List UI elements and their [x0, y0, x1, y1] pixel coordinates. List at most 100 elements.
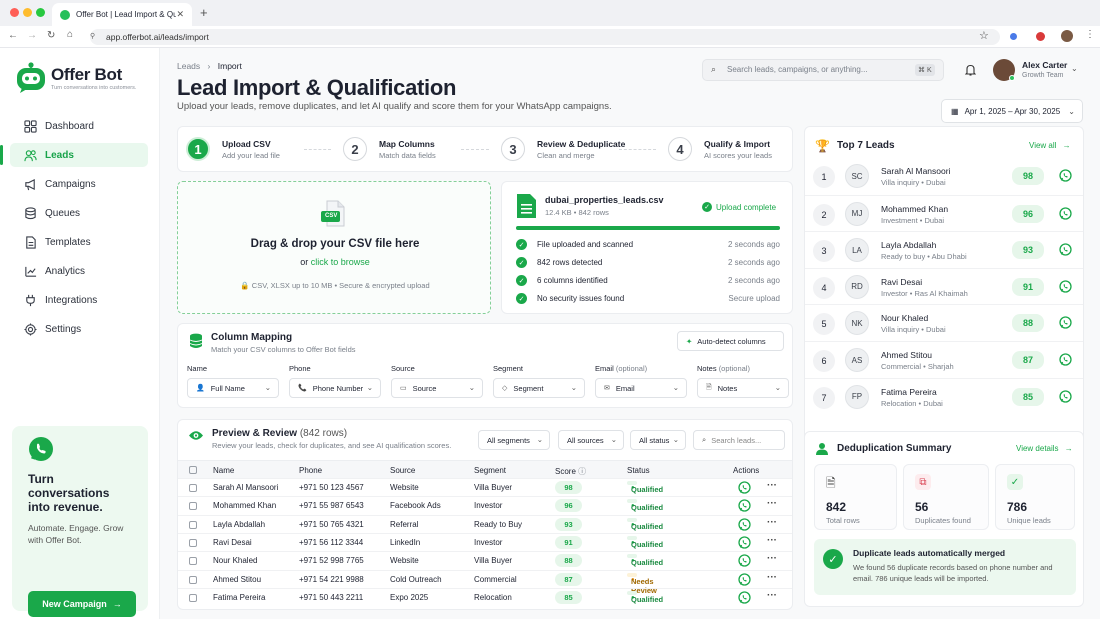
more-actions-icon[interactable]: ··· — [767, 534, 777, 546]
url-input[interactable]: app.offerbot.ai/leads/import — [90, 29, 1000, 45]
whatsapp-icon[interactable] — [738, 554, 751, 567]
row-checkbox[interactable] — [189, 484, 197, 492]
sidebar-item-campaigns[interactable]: Campaigns — [10, 172, 148, 196]
user-avatar[interactable] — [993, 59, 1015, 81]
step-3[interactable]: 3 Review & Deduplicate Clean and merge — [501, 137, 625, 161]
maximize-window-button[interactable] — [36, 8, 45, 17]
date-range-picker[interactable]: ▦ Apr 1, 2025 – Apr 30, 2025 ⌄ — [941, 99, 1083, 123]
step-1[interactable]: 1 Upload CSV Add your lead file — [186, 137, 280, 161]
table-row[interactable]: Ravi Desai +971 56 112 3344 LinkedIn Invest… — [178, 532, 792, 551]
top-lead-item[interactable]: 5 NK Nour Khaled Villa inquiry • Dubai 88 — [805, 304, 1083, 341]
preview-search-input[interactable]: ⌕ Search leads... — [693, 430, 785, 450]
extension-icon-2[interactable] — [1036, 32, 1045, 41]
sidebar-item-templates[interactable]: Templates — [10, 230, 148, 254]
step-2[interactable]: 2 Map Columns Match data fields — [343, 137, 436, 161]
table-row[interactable]: Nour Khaled +971 52 998 7765 Website Villa … — [178, 551, 792, 569]
row-checkbox[interactable] — [189, 593, 197, 602]
mapping-select-notes[interactable]: 🗎 Notes ⌄ — [697, 378, 789, 398]
column-header-score[interactable]: Score ⓘ — [555, 467, 587, 476]
top-lead-item[interactable]: 4 RD Ravi Desai Investor • Ras Al Khaimah 91 — [805, 267, 1083, 305]
whatsapp-icon[interactable] — [738, 536, 751, 549]
select-all-checkbox[interactable] — [189, 466, 197, 474]
more-actions-icon[interactable]: ··· — [767, 553, 777, 565]
view-details-link[interactable]: View details → — [1016, 444, 1073, 453]
forward-icon[interactable]: → — [27, 30, 37, 41]
global-search[interactable]: ⌕ Search leads, campaigns, or anything..… — [702, 59, 944, 81]
whatsapp-icon[interactable] — [1059, 169, 1072, 182]
bookmark-star-icon[interactable]: ☆ — [979, 30, 989, 42]
filter-select[interactable]: All status ⌄ — [630, 430, 686, 450]
browser-menu-icon[interactable]: ⋮ — [1085, 29, 1095, 40]
new-tab-button[interactable]: + — [200, 5, 208, 20]
minimize-window-button[interactable] — [23, 8, 32, 17]
sidebar-item-queues[interactable]: Queues — [10, 201, 148, 225]
step-4[interactable]: 4 Qualify & Import AI scores your leads — [668, 137, 772, 161]
whatsapp-icon[interactable] — [738, 572, 751, 586]
sidebar-item-leads[interactable]: Leads — [0, 143, 148, 167]
more-actions-icon[interactable]: ··· — [767, 498, 777, 510]
site-info-icon[interactable]: ⚲ — [90, 33, 96, 40]
more-actions-icon[interactable]: ··· — [767, 571, 777, 583]
whatsapp-icon[interactable] — [738, 517, 751, 531]
filter-select[interactable]: All sources ⌄ — [558, 430, 624, 450]
column-header-phone[interactable]: Phone — [299, 466, 323, 475]
browser-tab[interactable]: Offer Bot | Lead Import & Qualifi ✕ — [52, 3, 192, 26]
row-checkbox[interactable] — [189, 575, 197, 584]
table-row[interactable]: Mohammed Khan +971 55 987 6543 Facebook Ad… — [178, 496, 792, 514]
whatsapp-icon[interactable] — [1059, 206, 1072, 220]
row-checkbox[interactable] — [189, 557, 197, 566]
top-lead-item[interactable]: 3 LA Layla Abdallah Ready to buy • Abu Dhab… — [805, 231, 1083, 268]
browse-link[interactable]: click to browse — [310, 257, 370, 267]
table-row[interactable]: Sarah Al Mansoori +971 50 123 4567 Website… — [178, 478, 792, 496]
row-checkbox[interactable] — [189, 502, 197, 511]
column-header-segment[interactable]: Segment — [474, 466, 507, 475]
column-header-source[interactable]: Source — [390, 466, 416, 475]
filter-select[interactable]: All segments ⌄ — [478, 430, 550, 450]
more-actions-icon[interactable]: ··· — [767, 589, 777, 601]
top-lead-item[interactable]: 7 FP Fatima Pereira Relocation • Dubai 85 — [805, 377, 1083, 415]
whatsapp-icon[interactable] — [1059, 280, 1072, 293]
column-header-name[interactable]: Name — [213, 466, 235, 475]
whatsapp-icon[interactable] — [738, 591, 751, 604]
bell-icon[interactable] — [965, 64, 976, 76]
mapping-select-email[interactable]: ✉ Email ⌄ — [595, 378, 687, 398]
table-row[interactable]: Fatima Pereira +971 50 443 2211 Expo 2025 R… — [178, 587, 792, 606]
whatsapp-icon[interactable] — [738, 481, 751, 494]
view-all-link[interactable]: View all → — [1029, 141, 1071, 150]
user-menu-chevron-icon[interactable]: ⌄ — [1071, 64, 1078, 73]
breadcrumb-leads[interactable]: Leads — [177, 61, 201, 71]
csv-dropzone[interactable]: CSV Drag & drop your CSV file here or cl… — [177, 181, 491, 314]
whatsapp-icon[interactable] — [1059, 389, 1072, 403]
new-campaign-button[interactable]: New Campaign → — [28, 591, 136, 617]
tab-close-icon[interactable]: ✕ — [176, 9, 184, 19]
top-lead-item[interactable]: 2 MJ Mohammed Khan Investment • Dubai 96 — [805, 194, 1083, 232]
whatsapp-icon[interactable] — [1059, 316, 1072, 330]
top-lead-item[interactable]: 6 AS Ahmed Stitou Commercial • Sharjah 87 — [805, 341, 1083, 378]
sidebar-item-integrations[interactable]: Integrations — [10, 288, 148, 312]
more-actions-icon[interactable]: ··· — [767, 516, 777, 528]
mapping-select-segment[interactable]: ◇ Segment ⌄ — [493, 378, 585, 398]
extension-icon[interactable] — [1010, 33, 1017, 40]
auto-detect-button[interactable]: ✦ Auto-detect columns — [677, 331, 784, 351]
mapping-select-phone[interactable]: 📞 Phone Number ⌄ — [289, 378, 381, 398]
sidebar-item-dashboard[interactable]: Dashboard — [10, 114, 148, 138]
back-icon[interactable]: ← — [8, 30, 18, 41]
top-lead-item[interactable]: 1 SC Sarah Al Mansoori Villa inquiry • Duba… — [805, 158, 1083, 195]
row-checkbox[interactable] — [189, 520, 197, 529]
brand-logo[interactable]: Offer Bot Turn conversations into custom… — [16, 62, 136, 94]
row-checkbox[interactable] — [189, 538, 197, 547]
reload-icon[interactable]: ↻ — [47, 30, 56, 41]
whatsapp-icon[interactable] — [738, 499, 751, 512]
whatsapp-icon[interactable] — [1059, 353, 1072, 366]
browser-profile-avatar[interactable] — [1061, 30, 1073, 42]
more-actions-icon[interactable]: ··· — [767, 480, 777, 491]
close-window-button[interactable] — [10, 8, 19, 17]
home-icon[interactable]: ⌂ — [67, 29, 74, 40]
sidebar-item-analytics[interactable]: Analytics — [10, 259, 148, 283]
sidebar-item-settings[interactable]: Settings — [10, 317, 148, 341]
table-row[interactable]: Layla Abdallah +971 50 765 4321 Referral Re… — [178, 514, 792, 533]
table-row[interactable]: Ahmed Stitou +971 54 221 9988 Cold Outreac… — [178, 569, 792, 595]
column-header-status[interactable]: Status — [627, 466, 650, 475]
whatsapp-icon[interactable] — [1059, 243, 1072, 256]
column-header-actions[interactable]: Actions — [733, 466, 760, 475]
